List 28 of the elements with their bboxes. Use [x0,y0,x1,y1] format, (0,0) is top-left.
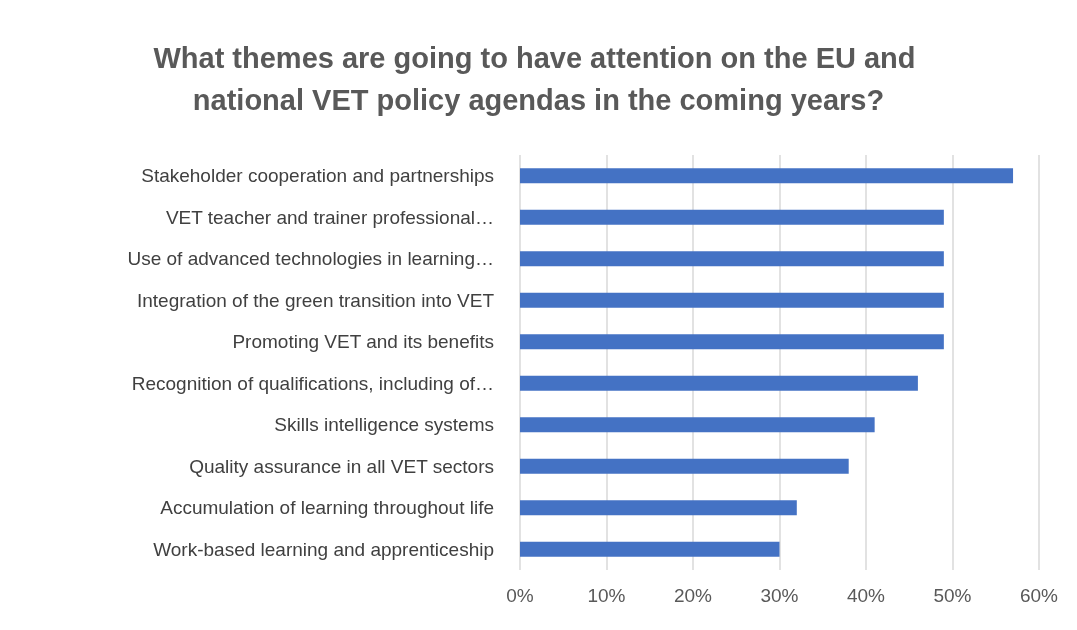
y-tick-label: Skills intelligence systems [274,414,494,436]
y-tick-label: Recognition of qualifications, including of… [131,372,494,394]
x-tick-label: 60% [1019,585,1059,606]
x-tick-label: 30% [760,585,799,606]
bar [520,251,944,267]
bar [520,375,918,391]
y-tick-label: Integration of the green transition into VET [137,289,495,311]
chart-title: What themes are going to have attention on the EU and national VET policy agendas in the coming years? [153,42,924,116]
bar [520,209,944,225]
bar [520,500,797,516]
y-tick-label: Accumulation of learning throughout life [160,497,494,519]
bar [520,168,1014,184]
bar [520,541,780,557]
x-tick-label: 40% [846,585,886,606]
bar [520,458,849,474]
bar [520,292,944,308]
y-tick-label: Work-based learning and apprenticeship [153,538,494,560]
x-tick-label: 20% [673,585,713,606]
y-tick-label: Promoting VET and its benefits [232,331,494,353]
y-tick-label: Use of advanced technologies in learning… [127,248,494,270]
y-tick-label: Stakeholder cooperation and partnerships [141,165,494,187]
x-tick-label: 0% [506,585,534,606]
x-tick-label: 10% [587,585,626,606]
x-tick-label: 50% [933,585,972,606]
bar [520,417,875,433]
y-tick-label: VET teacher and trainer professional… [165,206,494,228]
bar [520,334,944,350]
y-tick-label: Quality assurance in all VET sectors [189,455,494,477]
